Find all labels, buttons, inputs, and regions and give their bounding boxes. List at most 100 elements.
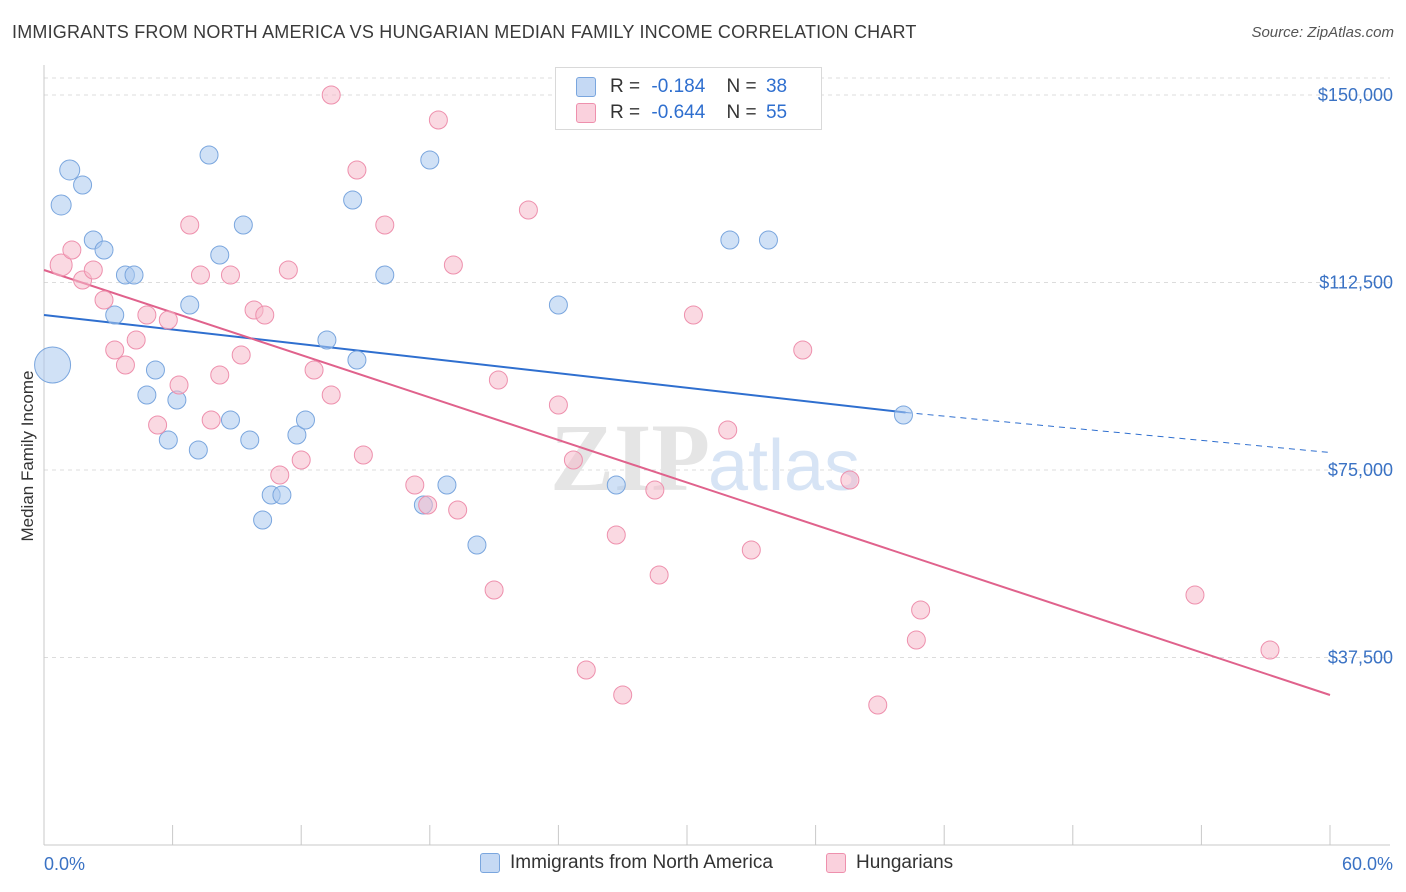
point-immigrants: [272, 485, 292, 505]
point-hungarians: [83, 260, 103, 280]
point-hungarians: [270, 465, 290, 485]
point-immigrants: [253, 510, 273, 530]
point-immigrants: [105, 305, 125, 325]
y-tick-label: $112,500: [1319, 273, 1393, 293]
point-hungarians: [911, 600, 931, 620]
point-hungarians: [649, 565, 669, 585]
point-hungarians: [321, 385, 341, 405]
point-immigrants: [467, 535, 487, 555]
point-immigrants: [317, 330, 337, 350]
point-hungarians: [291, 450, 311, 470]
point-hungarians: [868, 695, 888, 715]
point-hungarians: [563, 450, 583, 470]
point-hungarians: [1185, 585, 1205, 605]
point-hungarians: [115, 355, 135, 375]
point-hungarians: [613, 685, 633, 705]
stats-legend: R = -0.184 N = 38 R = -0.644 N = 55: [555, 67, 822, 130]
y-tick-label: $75,000: [1328, 460, 1393, 480]
point-hungarians: [210, 365, 230, 385]
series-legend: Immigrants from North America Hungarians: [0, 852, 1406, 878]
stats-row-series1: R = -0.184 N = 38: [576, 76, 787, 102]
point-hungarians: [484, 580, 504, 600]
y-tick-label: $37,500: [1328, 648, 1393, 668]
point-hungarians: [347, 160, 367, 180]
axes: [43, 65, 1390, 846]
point-immigrants: [199, 145, 219, 165]
point-hungarians: [418, 495, 438, 515]
point-immigrants: [233, 215, 253, 235]
point-immigrants: [720, 230, 740, 250]
r-value-series1: -0.184: [651, 76, 706, 97]
point-hungarians: [488, 370, 508, 390]
legend-swatch-pink: [826, 853, 846, 873]
point-hungarians: [448, 500, 468, 520]
point-immigrants: [347, 350, 367, 370]
point-hungarians: [137, 305, 157, 325]
point-hungarians: [906, 630, 926, 650]
point-hungarians: [718, 420, 738, 440]
point-immigrants: [893, 405, 913, 425]
y-tick-label: $150,000: [1318, 85, 1393, 105]
data-points: [34, 85, 1280, 715]
point-hungarians: [353, 445, 373, 465]
point-hungarians: [190, 265, 210, 285]
chart-title: IMMIGRANTS FROM NORTH AMERICA VS HUNGARI…: [12, 22, 917, 42]
legend-label-hungarians: Hungarians: [856, 852, 954, 873]
point-hungarians: [49, 253, 73, 277]
point-hungarians: [255, 305, 275, 325]
point-hungarians: [126, 330, 146, 350]
x-tick-label: 60.0%: [1342, 854, 1393, 874]
point-hungarians: [375, 215, 395, 235]
point-immigrants: [50, 194, 72, 216]
point-immigrants: [220, 410, 240, 430]
point-immigrants: [145, 360, 165, 380]
point-hungarians: [321, 85, 341, 105]
point-immigrants: [34, 346, 72, 384]
legend-item-hungarians: Hungarians: [826, 852, 953, 874]
point-immigrants: [188, 440, 208, 460]
series2-swatch: [576, 103, 596, 123]
point-immigrants: [295, 410, 315, 430]
r-label: R =: [610, 102, 641, 123]
series1-swatch: [576, 77, 596, 97]
point-immigrants: [343, 190, 363, 210]
point-hungarians: [840, 470, 860, 490]
n-label: N =: [726, 76, 757, 97]
r-label: R =: [610, 76, 641, 97]
n-value-series1: 38: [765, 76, 788, 97]
point-hungarians: [278, 260, 298, 280]
legend-label-immigrants: Immigrants from North America: [510, 852, 773, 873]
trend-line-hungarians: [43, 269, 1331, 696]
point-hungarians: [148, 415, 168, 435]
point-immigrants: [73, 175, 93, 195]
point-immigrants: [420, 150, 440, 170]
point-hungarians: [94, 290, 114, 310]
point-hungarians: [606, 525, 626, 545]
point-hungarians: [793, 340, 813, 360]
stats-row-series2: R = -0.644 N = 55: [576, 102, 787, 128]
trend-line-immigrants: [43, 314, 906, 414]
point-immigrants: [158, 430, 178, 450]
point-immigrants: [375, 265, 395, 285]
point-immigrants: [124, 265, 144, 285]
point-hungarians: [428, 110, 448, 130]
point-hungarians: [231, 345, 251, 365]
point-immigrants: [606, 475, 626, 495]
point-hungarians: [1260, 640, 1280, 660]
watermark-atlas: atlas: [708, 426, 860, 506]
point-hungarians: [576, 660, 596, 680]
point-hungarians: [304, 360, 324, 380]
point-hungarians: [105, 340, 125, 360]
point-hungarians: [169, 375, 189, 395]
x-tick-label: 0.0%: [44, 854, 85, 874]
legend-swatch-blue: [480, 853, 500, 873]
point-hungarians: [220, 265, 240, 285]
point-hungarians: [405, 475, 425, 495]
n-value-series2: 55: [765, 102, 788, 123]
point-hungarians: [158, 310, 178, 330]
watermark: ZIP atlas: [550, 404, 860, 511]
trend-lines: [43, 269, 1331, 696]
chart-source: Source: ZipAtlas.com: [1251, 24, 1394, 41]
point-hungarians: [201, 410, 221, 430]
n-label: N =: [726, 102, 757, 123]
